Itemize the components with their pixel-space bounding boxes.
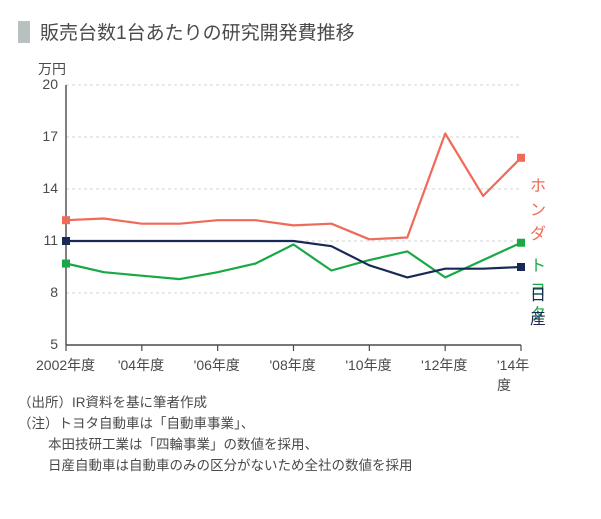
line-chart <box>18 55 531 379</box>
x-tick-label: '06年度 <box>194 355 240 375</box>
y-tick-label: 5 <box>50 336 58 352</box>
x-tick-label: '08年度 <box>270 355 316 375</box>
note-line-2: 日産自動車は自動車のみの区分がないため全社の数値を採用 <box>18 456 601 477</box>
note-text-0: トヨタ自動車は「自動車事業」、 <box>59 416 255 431</box>
note-label: （注） <box>18 416 59 431</box>
legend-ホンダ: ホンダ <box>530 172 546 244</box>
x-tick-label: 2002年度 <box>36 355 95 375</box>
chart-title: 販売台数1台あたりの研究開発費推移 <box>40 18 355 45</box>
y-tick-label: 11 <box>43 232 58 248</box>
x-tick-label: '04年度 <box>118 355 164 375</box>
title-marker <box>18 21 30 43</box>
y-tick-label: 8 <box>50 284 58 300</box>
chart-notes: （出所）IR資料を基に筆者作成 （注）トヨタ自動車は「自動車事業」、 本田技研工… <box>18 393 601 477</box>
x-tick-label: '10年度 <box>345 355 391 375</box>
source-line: （出所）IR資料を基に筆者作成 <box>18 393 601 414</box>
source-text: IR資料を基に筆者作成 <box>72 395 207 410</box>
note-line-1: 本田技研工業は「四輪事業」の数値を採用、 <box>18 435 601 456</box>
y-tick-label: 17 <box>42 128 58 144</box>
x-tick-label: '12年度 <box>421 355 467 375</box>
chart-title-bar: 販売台数1台あたりの研究開発費推移 <box>0 0 601 45</box>
note-line-0: （注）トヨタ自動車は「自動車事業」、 <box>18 414 601 435</box>
y-tick-label: 14 <box>42 180 58 196</box>
legend-日産: 日産 <box>530 281 546 329</box>
chart-area: 万円 58111417202002年度'04年度'06年度'08年度'10年度'… <box>18 55 531 379</box>
x-tick-label: '14年度 <box>497 355 531 395</box>
y-tick-label: 20 <box>42 76 58 92</box>
source-label: （出所） <box>18 395 72 410</box>
